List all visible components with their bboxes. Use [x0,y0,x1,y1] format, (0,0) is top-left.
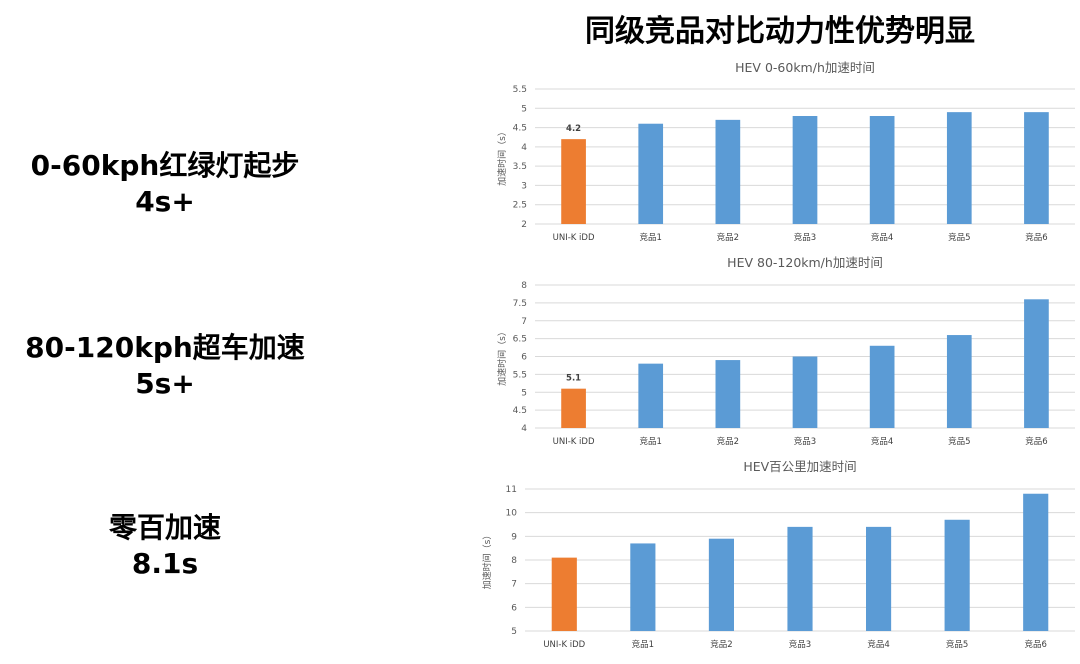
chart-80-120-bar [715,360,741,428]
chart-80-120-tick-label: 5.5 [513,370,527,380]
chart-0-60-bar [715,119,741,224]
chart-80-120-bar [869,345,895,428]
chart-80-120-tick-label: 8 [521,281,527,291]
metric-launch-label: 0-60kph红绿灯起步 [30,149,300,182]
chart-0-60-category-label: 竞品1 [640,232,662,243]
chart-0-100-bar [944,519,970,631]
metric-launch-value: 4s+ [135,185,195,218]
chart-0-60-bar [1024,112,1049,224]
chart-0-100-tick-label: 11 [506,485,517,495]
page-title: 同级竞品对比动力性优势明显 [585,14,975,49]
chart-0-60-tick-label: 3.5 [513,162,527,172]
chart-0-100-tick-label: 10 [506,509,518,519]
chart-80-120-category-label: 竞品3 [794,436,816,447]
chart-0-100-category-label: 竞品6 [1025,639,1047,650]
chart-0-60-tick-label: 3 [521,181,527,191]
chart-0-100-bar [866,526,892,631]
metric-zero-to-hundred-label: 零百加速 [108,511,221,544]
chart-80-120-category-label: 竞品2 [717,436,739,447]
chart-0-60-category-label: 竞品3 [794,232,816,243]
chart-80-120-tick-label: 7 [521,317,527,327]
chart-0-100-category-label: 竞品5 [946,639,968,650]
chart-80-120-tick-label: 4.5 [513,406,527,416]
chart-0-60-bar [869,116,895,224]
chart-0-60-bar [561,139,586,224]
chart-0-100-category-label: UNI-K iDD [543,640,585,650]
metric-overtake: 80-120kph超车加速 5s+ [0,330,330,402]
chart-0-100-category-label: 竞品2 [710,639,732,650]
chart-0-60-bar [638,123,664,224]
chart-0-60-y-axis-label: 加速时间（s） [496,127,508,186]
chart-80-120-y-axis-label: 加速时间（s） [496,327,508,386]
chart-0-100-tick-label: 5 [511,627,517,637]
chart-0-100-category-label: 竞品1 [632,639,654,650]
chart-0-100-title: HEV百公里加速时间 [743,459,856,474]
metric-zero-to-hundred: 零百加速 8.1s [0,510,330,582]
chart-0-100-category-label: 竞品3 [789,639,811,650]
chart-0-60-tick-label: 4 [521,143,527,153]
chart-80-120-category-label: 竞品1 [640,436,662,447]
chart-0-60-category-label: 竞品2 [717,232,739,243]
chart-0-60-tick-label: 5.5 [513,85,527,95]
chart-0-60-data-label: 4.2 [566,124,581,134]
chart-80-120-bar [946,335,972,428]
chart-80-120-bar [561,388,586,428]
chart-0-100-category-label: 竞品4 [867,639,889,650]
chart-0-60-category-label: 竞品5 [948,232,970,243]
chart-0-60-tick-label: 5 [521,104,527,114]
chart-80-120-category-label: 竞品6 [1025,436,1047,447]
chart-80-120-tick-label: 7.5 [513,299,527,309]
metric-overtake-label: 80-120kph超车加速 [25,331,305,364]
chart-80-120-bar [638,363,664,428]
chart-0-100-bar [1023,493,1049,631]
chart-0-60-bar [946,112,972,224]
metric-launch: 0-60kph红绿灯起步 4s+ [0,148,330,220]
metric-overtake-value: 5s+ [135,367,195,400]
chart-80-120-tick-label: 6 [521,353,527,363]
chart-80-120-category-label: UNI-K iDD [553,437,595,447]
chart-80-120-category-label: 竞品4 [871,436,893,447]
chart-0-60-tick-label: 2.5 [513,201,527,211]
chart-0-100-bar [708,538,734,631]
chart-80-120-bar [1024,299,1049,428]
chart-80-120-bar [792,356,818,428]
chart-0-60-tick-label: 4.5 [513,124,527,134]
chart-0-100-bar [787,526,813,631]
chart-80-120-data-label: 5.1 [566,374,581,384]
chart-0-60-category-label: UNI-K iDD [553,233,595,243]
chart-0-100-bar [551,557,577,631]
chart-0-100-tick-label: 9 [511,532,517,542]
metric-zero-to-hundred-value: 8.1s [131,547,199,580]
chart-0-60-bar [792,116,818,224]
chart-0-60-tick-label: 2 [521,220,527,230]
chart-0-60-category-label: 竞品4 [871,232,893,243]
chart-80-120-tick-label: 4 [521,424,527,434]
chart-80-120-tick-label: 5 [521,388,527,398]
chart-0-100-y-axis-label: 加速时间（s） [481,531,493,590]
chart-80-120-tick-label: 6.5 [513,335,527,345]
chart-80-120-title: HEV 80-120km/h加速时间 [727,255,883,270]
chart-0-100-tick-label: 8 [511,556,517,566]
chart-0-60-category-label: 竞品6 [1025,232,1047,243]
chart-0-100-tick-label: 6 [511,603,517,613]
chart-0-100-bar [630,543,656,631]
chart-80-120-category-label: 竞品5 [948,436,970,447]
chart-0-60-title: HEV 0-60km/h加速时间 [735,60,875,75]
chart-0-100-tick-label: 7 [511,580,517,590]
